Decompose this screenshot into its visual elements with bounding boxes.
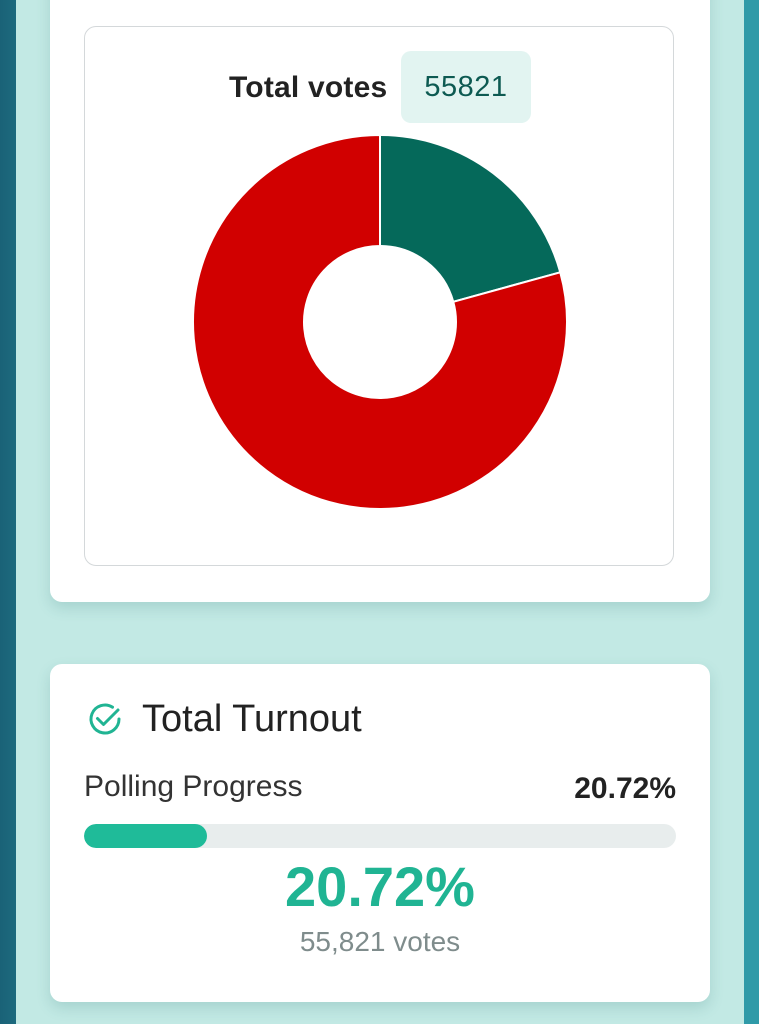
turnout-header: Total Turnout	[86, 694, 362, 744]
polling-progress-label: Polling Progress	[84, 770, 303, 803]
polling-progress-fill	[84, 824, 207, 848]
chart-frame: Total votes 55821	[84, 26, 674, 566]
turnout-votes-count: 55,821 votes	[299, 926, 461, 957]
vote-chart-card: Total votes 55821	[50, 0, 710, 602]
check-circle-icon	[89, 703, 121, 735]
turnout-big-percent: 20.72%	[285, 855, 475, 918]
turnout-title: Total Turnout	[142, 697, 362, 740]
polling-progress-bar	[84, 824, 676, 848]
donut-slice-2	[192, 133, 568, 510]
vote-donut-chart	[192, 133, 568, 510]
total-votes-row: Total votes 55821	[85, 49, 673, 123]
polling-progress-percent: 20.72%	[574, 772, 676, 805]
total-turnout-card: Total Turnout Polling Progress 20.72% 20…	[50, 664, 710, 1002]
donut-slice-1	[379, 133, 562, 304]
total-votes-badge: 55821	[401, 51, 531, 123]
total-votes-label: Total votes	[229, 71, 388, 104]
